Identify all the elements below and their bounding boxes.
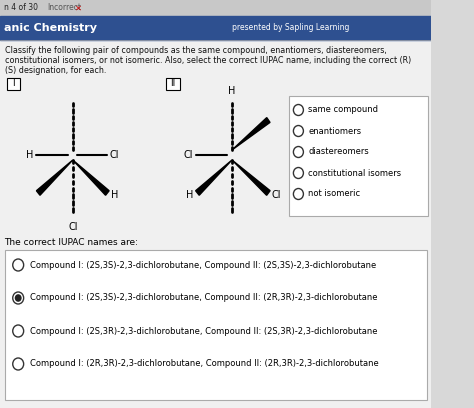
Bar — [0, 16, 431, 40]
Polygon shape — [73, 160, 109, 195]
Text: Cl: Cl — [68, 222, 78, 232]
Text: The correct IUPAC names are:: The correct IUPAC names are: — [5, 238, 138, 247]
Text: diastereomers: diastereomers — [309, 148, 369, 157]
Text: H: H — [111, 190, 118, 200]
Text: (S) designation, for each.: (S) designation, for each. — [5, 66, 106, 75]
Text: same compound: same compound — [309, 106, 378, 115]
Text: Cl: Cl — [271, 190, 281, 200]
Text: Compound I: (2S,3R)-2,3-dichlorobutane, Compound II: (2S,3R)-2,3-dichlorobutane: Compound I: (2S,3R)-2,3-dichlorobutane, … — [30, 326, 377, 335]
Polygon shape — [232, 118, 270, 150]
Text: II: II — [170, 80, 175, 89]
Text: constitutional isomers: constitutional isomers — [309, 169, 401, 177]
Text: Cl: Cl — [109, 150, 118, 160]
Text: Cl: Cl — [183, 150, 193, 160]
Text: Compound I: (2S,3S)-2,3-dichlorobutane, Compound II: (2S,3S)-2,3-dichlorobutane: Compound I: (2S,3S)-2,3-dichlorobutane, … — [30, 260, 376, 270]
Text: n 4 of 30: n 4 of 30 — [4, 4, 37, 13]
Bar — [289, 96, 428, 216]
Text: presented by Sapling Learning: presented by Sapling Learning — [232, 24, 349, 33]
Polygon shape — [36, 160, 73, 195]
Text: I: I — [12, 80, 15, 89]
Polygon shape — [232, 160, 270, 195]
Text: Compound I: (2R,3R)-2,3-dichlorobutane, Compound II: (2R,3R)-2,3-dichlorobutane: Compound I: (2R,3R)-2,3-dichlorobutane, … — [30, 359, 379, 368]
Text: Incorrect: Incorrect — [47, 4, 82, 13]
Bar — [165, 78, 180, 90]
Text: H: H — [26, 150, 34, 160]
Circle shape — [13, 292, 24, 304]
Text: H: H — [186, 190, 194, 200]
Text: anic Chemistry: anic Chemistry — [4, 23, 97, 33]
Text: enantiomers: enantiomers — [309, 126, 362, 135]
Bar — [5, 250, 427, 400]
Circle shape — [15, 294, 22, 302]
Text: not isomeric: not isomeric — [309, 189, 361, 199]
Text: Compound I: (2S,3S)-2,3-dichlorobutane, Compound II: (2R,3R)-2,3-dichlorobutane: Compound I: (2S,3S)-2,3-dichlorobutane, … — [30, 293, 377, 302]
Text: Classify the following pair of compounds as the same compound, enantiomers, dias: Classify the following pair of compounds… — [5, 46, 386, 55]
Bar — [7, 78, 20, 90]
Text: H: H — [228, 86, 236, 96]
Polygon shape — [196, 160, 232, 195]
Bar — [0, 0, 431, 16]
Text: constitutional isomers, or not isomeric. Also, select the correct IUPAC name, in: constitutional isomers, or not isomeric.… — [5, 56, 411, 65]
Text: ✕: ✕ — [74, 4, 82, 13]
